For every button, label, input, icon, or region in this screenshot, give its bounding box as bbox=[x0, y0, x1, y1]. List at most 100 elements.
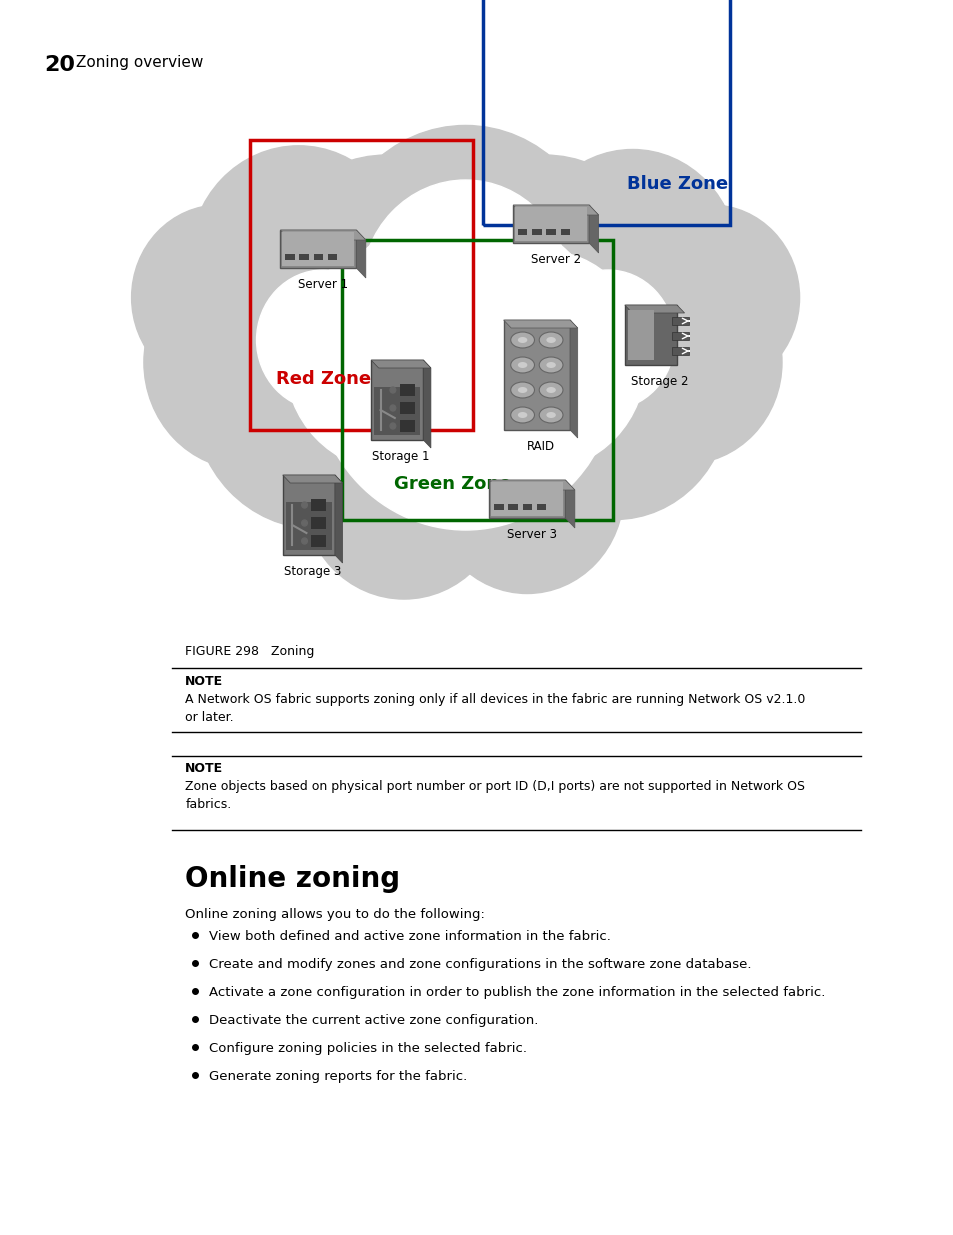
Bar bbox=[311, 499, 326, 511]
Text: Zoning overview: Zoning overview bbox=[76, 56, 203, 70]
Text: Online zoning allows you to do the following:: Online zoning allows you to do the follo… bbox=[185, 908, 485, 921]
Text: Configure zoning policies in the selected fabric.: Configure zoning policies in the selecte… bbox=[209, 1042, 526, 1055]
Ellipse shape bbox=[510, 408, 534, 424]
Polygon shape bbox=[513, 205, 598, 215]
Ellipse shape bbox=[538, 332, 562, 348]
Bar bbox=[285, 254, 294, 261]
Polygon shape bbox=[423, 359, 431, 448]
Circle shape bbox=[132, 205, 307, 390]
Bar bbox=[515, 207, 587, 241]
Text: NOTE: NOTE bbox=[185, 676, 223, 688]
Bar bbox=[328, 254, 337, 261]
Bar bbox=[314, 254, 323, 261]
Polygon shape bbox=[282, 475, 342, 483]
Bar bbox=[374, 387, 420, 435]
Bar bbox=[399, 403, 415, 414]
Text: View both defined and active zone information in the fabric.: View both defined and active zone inform… bbox=[209, 930, 610, 944]
Circle shape bbox=[256, 270, 389, 410]
Circle shape bbox=[302, 384, 505, 599]
Text: Storage 3: Storage 3 bbox=[284, 564, 341, 578]
Circle shape bbox=[301, 538, 307, 543]
Bar bbox=[672, 332, 689, 340]
Ellipse shape bbox=[510, 357, 534, 373]
Bar bbox=[522, 504, 532, 510]
Ellipse shape bbox=[510, 332, 534, 348]
Circle shape bbox=[314, 210, 617, 530]
Bar bbox=[311, 535, 326, 547]
Polygon shape bbox=[371, 359, 431, 368]
Bar bbox=[672, 347, 689, 354]
Text: RAID: RAID bbox=[526, 440, 554, 453]
Circle shape bbox=[623, 205, 799, 390]
Text: Red Zone: Red Zone bbox=[275, 370, 371, 388]
Ellipse shape bbox=[546, 387, 556, 393]
Bar bbox=[560, 228, 570, 235]
Text: A Network OS fabric supports zoning only if all devices in the fabric are runnin: A Network OS fabric supports zoning only… bbox=[185, 693, 805, 724]
Polygon shape bbox=[280, 230, 365, 240]
Circle shape bbox=[417, 156, 671, 421]
Bar bbox=[282, 232, 355, 266]
Text: Deactivate the current active zone configuration.: Deactivate the current active zone confi… bbox=[209, 1014, 537, 1028]
Circle shape bbox=[328, 126, 602, 414]
Ellipse shape bbox=[517, 412, 527, 417]
Ellipse shape bbox=[538, 357, 562, 373]
Bar bbox=[399, 384, 415, 396]
Ellipse shape bbox=[517, 337, 527, 343]
Bar bbox=[627, 310, 653, 359]
Bar bbox=[546, 228, 556, 235]
Bar bbox=[250, 140, 473, 430]
Circle shape bbox=[390, 405, 395, 411]
Ellipse shape bbox=[546, 337, 556, 343]
Circle shape bbox=[430, 390, 623, 594]
Bar bbox=[282, 475, 335, 555]
Polygon shape bbox=[335, 475, 342, 563]
Circle shape bbox=[259, 156, 513, 421]
Text: Zone objects based on physical port number or port ID (D,I ports) are not suppor: Zone objects based on physical port numb… bbox=[185, 781, 804, 811]
Circle shape bbox=[390, 424, 395, 429]
Polygon shape bbox=[355, 230, 365, 278]
Text: Server 2: Server 2 bbox=[530, 253, 580, 266]
Bar bbox=[371, 359, 423, 440]
Text: FIGURE 298   Zoning: FIGURE 298 Zoning bbox=[185, 645, 314, 658]
Ellipse shape bbox=[517, 362, 527, 368]
Bar bbox=[532, 228, 541, 235]
FancyBboxPatch shape bbox=[513, 205, 589, 243]
Bar bbox=[482, 0, 729, 225]
Bar bbox=[399, 420, 415, 432]
Bar bbox=[285, 501, 332, 550]
Bar bbox=[491, 482, 563, 516]
Polygon shape bbox=[570, 320, 578, 438]
Ellipse shape bbox=[510, 382, 534, 398]
Bar bbox=[672, 317, 689, 325]
Text: Create and modify zones and zone configurations in the software zone database.: Create and modify zones and zone configu… bbox=[209, 958, 751, 971]
Text: Online zoning: Online zoning bbox=[185, 864, 400, 893]
Text: 20: 20 bbox=[45, 56, 75, 75]
Bar bbox=[508, 504, 517, 510]
Circle shape bbox=[285, 249, 494, 471]
Text: Blue Zone: Blue Zone bbox=[626, 175, 727, 193]
Polygon shape bbox=[489, 480, 575, 490]
Bar bbox=[342, 240, 612, 520]
Text: Storage 1: Storage 1 bbox=[372, 450, 429, 463]
Text: Server 3: Server 3 bbox=[507, 529, 557, 541]
FancyBboxPatch shape bbox=[489, 480, 565, 517]
Bar bbox=[517, 228, 527, 235]
Text: Storage 2: Storage 2 bbox=[630, 375, 687, 388]
Text: Server 1: Server 1 bbox=[297, 278, 348, 291]
Circle shape bbox=[541, 270, 674, 410]
Text: NOTE: NOTE bbox=[185, 762, 223, 776]
Bar bbox=[311, 517, 326, 529]
Ellipse shape bbox=[538, 408, 562, 424]
Circle shape bbox=[301, 501, 307, 508]
Bar bbox=[537, 504, 546, 510]
Polygon shape bbox=[503, 320, 578, 329]
Bar bbox=[624, 305, 677, 366]
Circle shape bbox=[390, 387, 395, 393]
Ellipse shape bbox=[546, 412, 556, 417]
Polygon shape bbox=[565, 480, 575, 529]
Ellipse shape bbox=[538, 382, 562, 398]
Text: Activate a zone configuration in order to publish the zone information in the se: Activate a zone configuration in order t… bbox=[209, 986, 824, 999]
Bar bbox=[503, 320, 570, 430]
Text: Green Zone: Green Zone bbox=[394, 475, 511, 493]
Polygon shape bbox=[624, 305, 684, 312]
